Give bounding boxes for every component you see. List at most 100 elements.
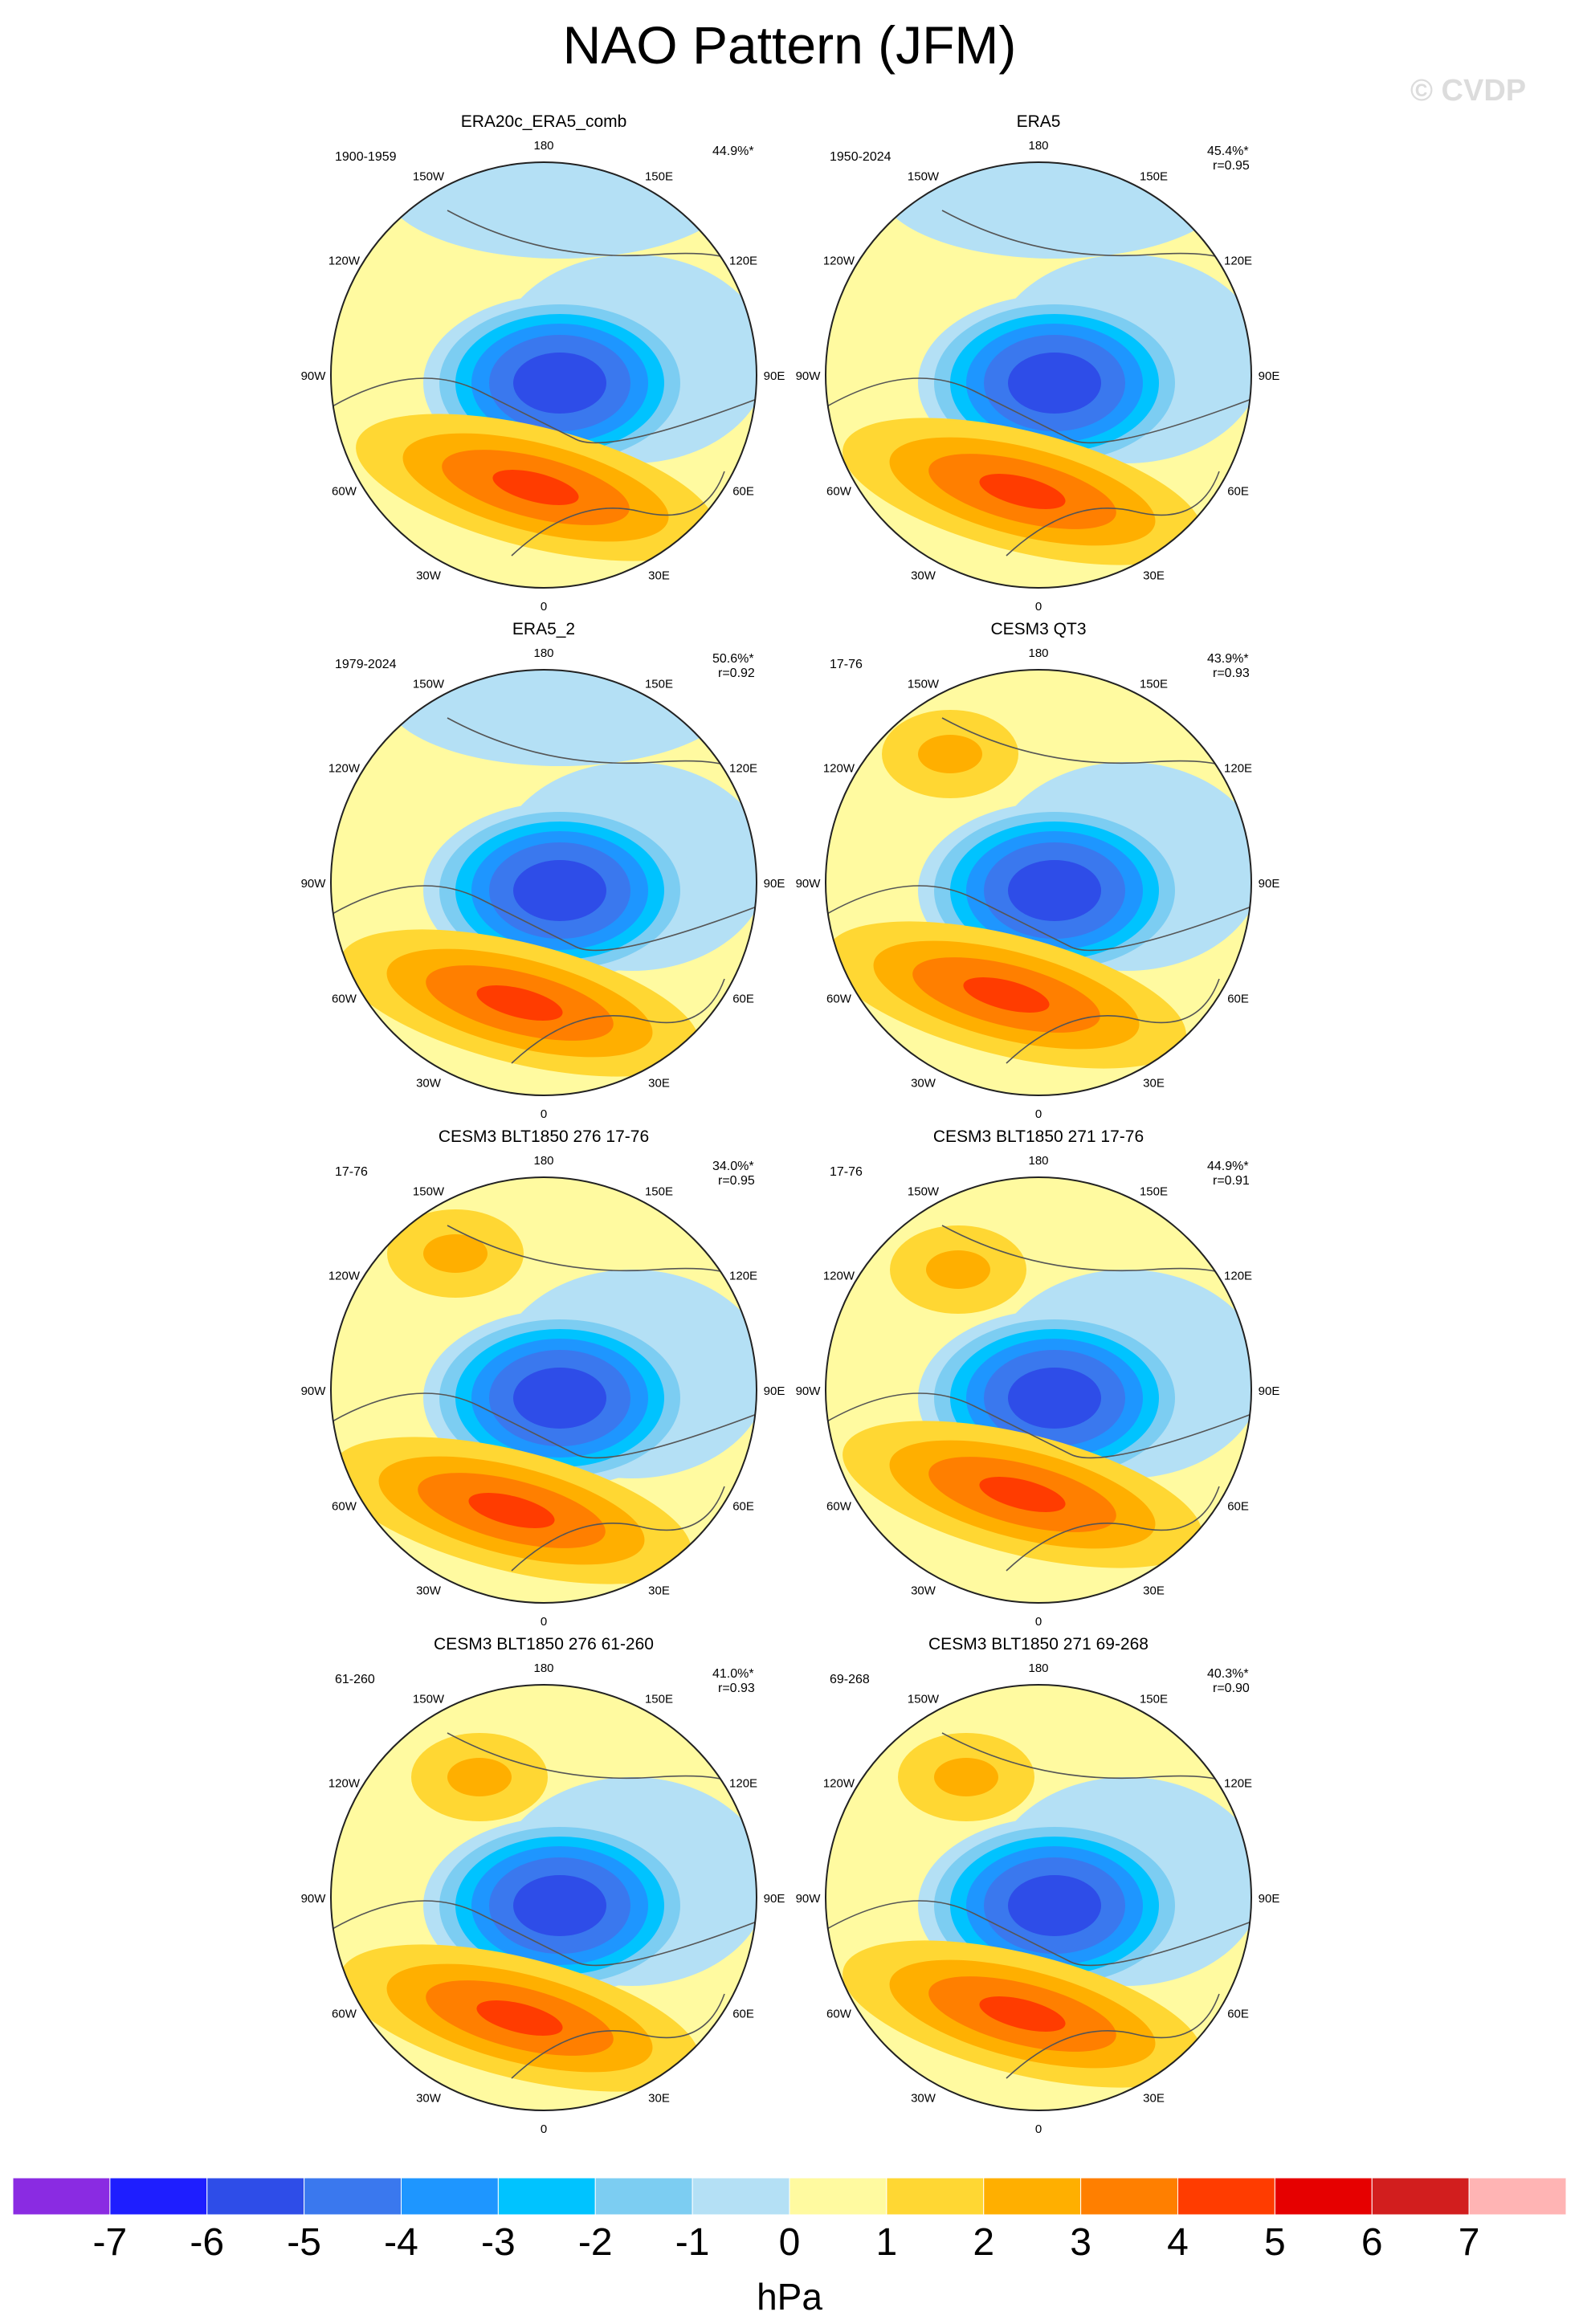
lon-label: 120E: [1224, 255, 1252, 268]
contour-arctic-negative: [1008, 1875, 1101, 1936]
lon-label: 60W: [332, 485, 357, 499]
lon-label: 150E: [1140, 1184, 1168, 1198]
contour-atlantic-positive: [468, 1493, 555, 1528]
lon-label: 0: [1035, 1107, 1042, 1121]
contour-pacific-positive-core: [934, 1758, 998, 1796]
map-outline: [825, 161, 1252, 589]
panel-correlation: r=0.91: [1213, 1174, 1250, 1188]
contour-pacific-negative: [383, 162, 736, 259]
lon-label: 120W: [823, 1777, 855, 1791]
lon-label: 180: [1028, 139, 1048, 153]
lon-label: 120E: [729, 762, 757, 776]
panel-period: 17-76: [335, 1165, 368, 1179]
lon-label: 0: [1035, 2122, 1042, 2136]
panel-variance: 45.4%*: [1207, 145, 1249, 158]
lon-label: 90E: [764, 1384, 785, 1398]
lon-label: 30E: [1143, 1077, 1165, 1091]
contour-atlantic-positive: [476, 2000, 563, 2036]
lon-label: 90W: [796, 1384, 822, 1398]
lon-label: 90E: [1259, 1384, 1280, 1398]
lon-label: 120W: [328, 1270, 361, 1283]
map-panel: 180 150E 120E 90E 60E 30E 0 30W 60W 90W 120W 150W CE…: [301, 1635, 785, 2136]
panel-period: 17-76: [830, 658, 863, 671]
lon-label: 60W: [332, 1500, 357, 1514]
lon-label: 60E: [732, 485, 754, 499]
map-panel: 180 150E 120E 90E 60E 30E 0 30W 60W 90W 120W 150W ER…: [301, 620, 785, 1121]
coastline: [1006, 1993, 1220, 2079]
panel-title: CESM3 BLT1850 276 17-76: [439, 1127, 649, 1146]
coastline: [331, 1900, 757, 1967]
panel-title: CESM3 BLT1850 276 61-260: [434, 1635, 654, 1653]
map-panel: 180 150E 120E 90E 60E 30E 0 30W 60W 90W 120W 150W ER…: [301, 112, 785, 614]
panel-variance: 44.9%*: [712, 145, 754, 158]
coastline: [1006, 471, 1220, 557]
lon-label: 90E: [1259, 877, 1280, 891]
lon-label: 120W: [328, 762, 361, 776]
map-outline: [825, 1684, 1252, 2111]
lon-label: 150E: [1140, 1692, 1168, 1706]
lon-label: 150W: [413, 1692, 445, 1706]
contour-pacific-negative: [383, 670, 736, 766]
lon-label: 60W: [332, 993, 357, 1006]
lon-label: 0: [1035, 1615, 1042, 1629]
lon-label: 150E: [645, 677, 673, 691]
panel-variance: 43.9%*: [1207, 652, 1249, 666]
contour-pacific-negative: [878, 162, 1231, 259]
lon-label: 120W: [328, 255, 361, 268]
lon-label: 150E: [1140, 677, 1168, 691]
lon-label: 30W: [416, 2092, 442, 2106]
map-outline: [330, 1684, 757, 2111]
lon-label: 90W: [301, 1384, 327, 1398]
lon-label: 60W: [332, 2008, 357, 2021]
panel-title: CESM3 BLT1850 271 17-76: [933, 1127, 1144, 1146]
map-panel: 180 150E 120E 90E 60E 30E 0 30W 60W 90W 120W 150W CE…: [796, 620, 1280, 1121]
lon-label: 150W: [908, 677, 940, 691]
lon-label: 0: [1035, 600, 1042, 614]
lon-label: 180: [533, 1154, 553, 1168]
coastline: [826, 885, 1251, 952]
contour-atlantic-positive: [979, 1996, 1066, 2032]
lon-label: 60E: [1227, 2008, 1249, 2021]
contour-arctic-negative: [513, 353, 606, 414]
lon-label: 90E: [764, 369, 785, 383]
lon-label: 30E: [648, 569, 670, 583]
map-outline: [825, 1176, 1252, 1604]
lon-label: 60E: [732, 2008, 754, 2021]
lon-label: 60E: [732, 1500, 754, 1514]
lon-label: 150W: [908, 1692, 940, 1706]
lon-label: 120W: [823, 1270, 855, 1283]
lon-label: 30W: [416, 1584, 442, 1598]
coastline: [511, 1993, 725, 2079]
lon-label: 30W: [911, 1584, 936, 1598]
lon-label: 90W: [796, 1892, 822, 1906]
coastline: [1006, 978, 1220, 1064]
coastline: [1006, 1486, 1220, 1572]
lon-label: 150W: [413, 169, 445, 183]
contour-pacific-positive-core: [926, 1250, 990, 1289]
panel-title: ERA5: [1017, 112, 1061, 131]
contour-pacific-positive-core: [423, 1234, 488, 1273]
lon-label: 180: [1028, 646, 1048, 660]
lon-label: 120E: [1224, 762, 1252, 776]
panel-period: 17-76: [830, 1165, 863, 1179]
contour-arctic-negative: [513, 860, 606, 921]
lon-label: 30W: [416, 569, 442, 583]
lon-label: 90W: [301, 1892, 327, 1906]
lon-label: 120W: [823, 255, 855, 268]
coastline: [826, 1392, 1251, 1459]
panel-variance: 44.9%*: [1207, 1160, 1249, 1173]
lon-label: 0: [541, 1107, 547, 1121]
figure-title: NAO Pattern (JFM): [562, 15, 1017, 75]
map-outline: [330, 669, 757, 1096]
contour-atlantic-positive: [963, 977, 1050, 1013]
lon-label: 180: [1028, 1154, 1048, 1168]
lon-label: 30E: [1143, 1584, 1165, 1598]
lon-label: 90E: [764, 877, 785, 891]
panel-correlation: r=0.92: [718, 667, 755, 680]
map-outline: [330, 1176, 757, 1604]
panel-period: 1979-2024: [335, 658, 397, 671]
panel-correlation: r=0.95: [718, 1174, 755, 1188]
panel-title: ERA5_2: [512, 620, 575, 638]
lon-label: 150W: [908, 1184, 940, 1198]
map-panel: 180 150E 120E 90E 60E 30E 0 30W 60W 90W 120W 150W CE…: [796, 1635, 1280, 2136]
